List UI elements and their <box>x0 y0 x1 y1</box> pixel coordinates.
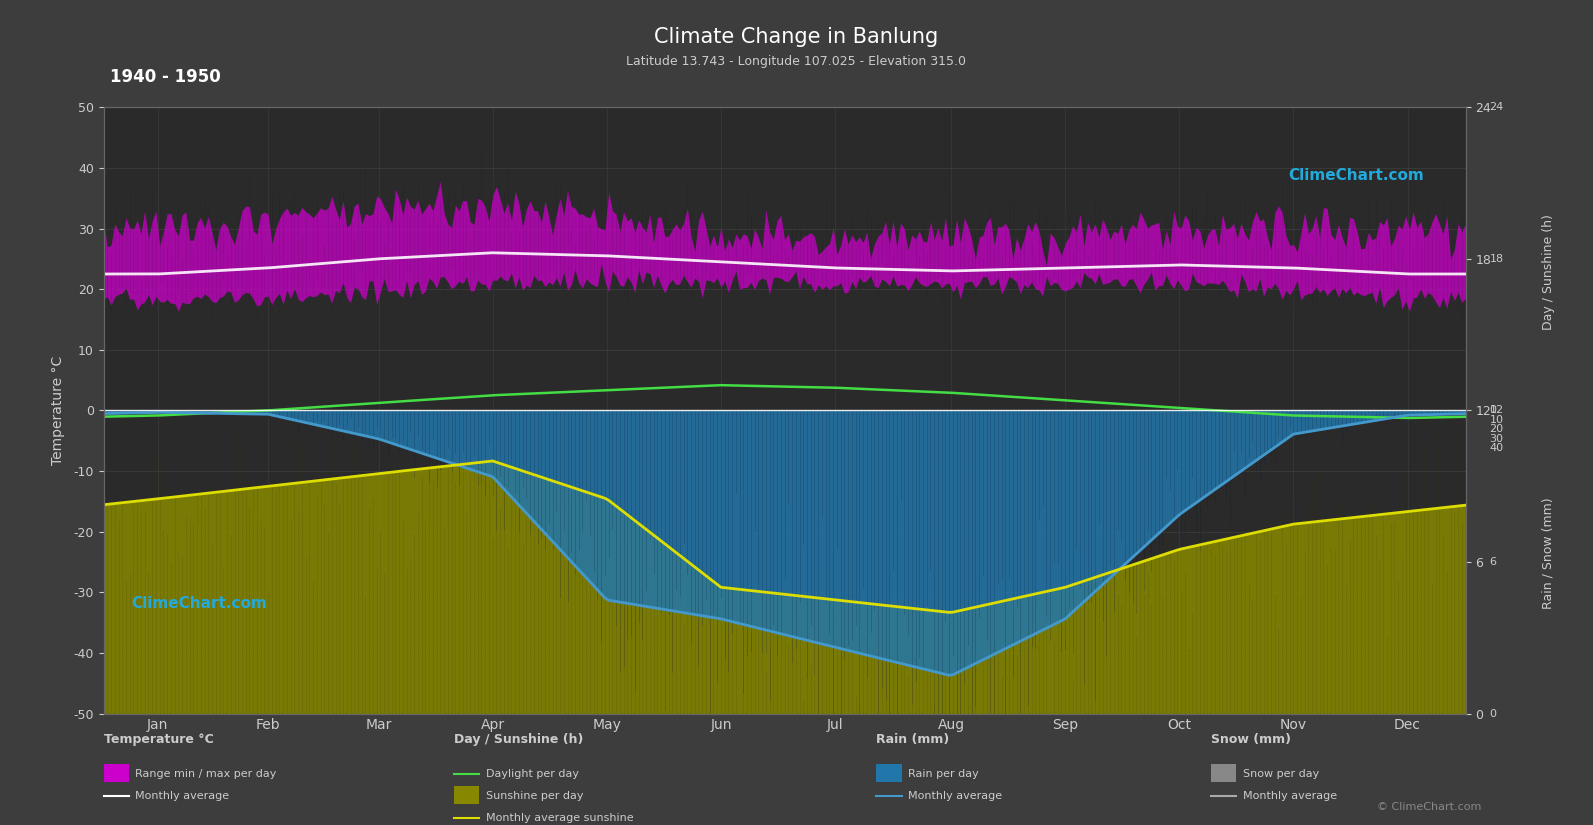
Text: 20: 20 <box>1489 424 1504 435</box>
Text: Rain (mm): Rain (mm) <box>876 733 949 746</box>
Text: Daylight per day: Daylight per day <box>486 769 578 779</box>
Text: Monthly average sunshine: Monthly average sunshine <box>486 813 634 823</box>
Text: Monthly average: Monthly average <box>135 791 229 801</box>
Text: Climate Change in Banlung: Climate Change in Banlung <box>655 27 938 47</box>
Text: 1940 - 1950: 1940 - 1950 <box>110 68 221 86</box>
Text: Latitude 13.743 - Longitude 107.025 - Elevation 315.0: Latitude 13.743 - Longitude 107.025 - El… <box>626 55 967 68</box>
Text: Day / Sunshine (h): Day / Sunshine (h) <box>454 733 583 746</box>
Text: Rain per day: Rain per day <box>908 769 978 779</box>
Text: Snow (mm): Snow (mm) <box>1211 733 1290 746</box>
Text: Day / Sunshine (h): Day / Sunshine (h) <box>1542 214 1555 330</box>
Text: 18: 18 <box>1489 254 1504 264</box>
Text: Rain / Snow (mm): Rain / Snow (mm) <box>1542 497 1555 609</box>
Text: Sunshine per day: Sunshine per day <box>486 791 583 801</box>
Text: 0: 0 <box>1489 405 1496 416</box>
Text: 40: 40 <box>1489 443 1504 453</box>
Text: Range min / max per day: Range min / max per day <box>135 769 277 779</box>
Text: 12: 12 <box>1489 405 1504 416</box>
Text: 30: 30 <box>1489 434 1504 444</box>
Text: ClimeChart.com: ClimeChart.com <box>131 596 266 610</box>
Text: 10: 10 <box>1489 415 1504 425</box>
Text: ClimeChart.com: ClimeChart.com <box>1289 167 1424 183</box>
Text: 6: 6 <box>1489 557 1496 567</box>
Text: 0: 0 <box>1489 709 1496 719</box>
Text: 24: 24 <box>1489 102 1504 112</box>
Text: Monthly average: Monthly average <box>908 791 1002 801</box>
Text: Monthly average: Monthly average <box>1243 791 1337 801</box>
Text: Snow per day: Snow per day <box>1243 769 1319 779</box>
Text: © ClimeChart.com: © ClimeChart.com <box>1376 802 1481 812</box>
Text: Temperature °C: Temperature °C <box>104 733 213 746</box>
Y-axis label: Temperature °C: Temperature °C <box>51 356 65 465</box>
